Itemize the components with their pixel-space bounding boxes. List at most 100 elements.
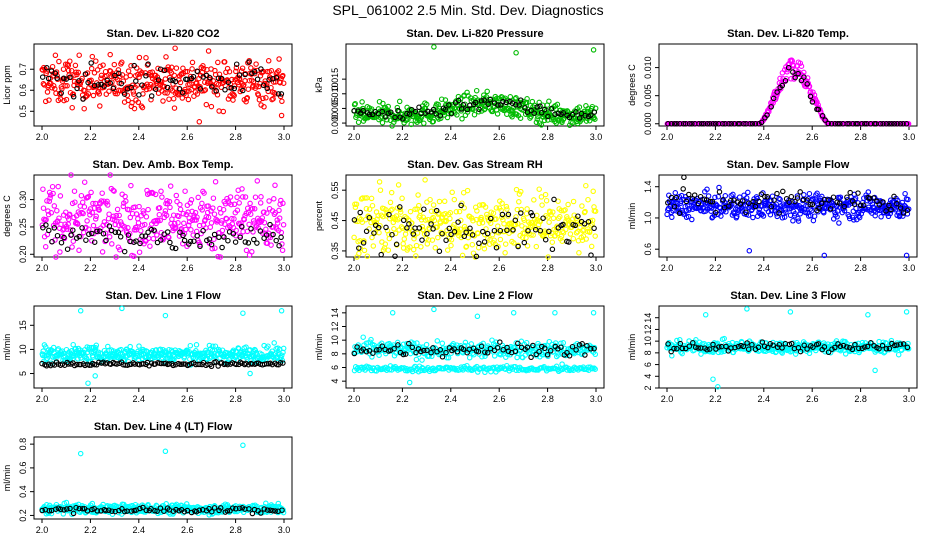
- data-point: [497, 227, 504, 234]
- data-point: [782, 77, 789, 84]
- x-tick-label: 2.6: [806, 394, 819, 404]
- data-point: [363, 205, 370, 212]
- data-point: [40, 348, 46, 354]
- data-point: [454, 112, 460, 118]
- data-point: [897, 212, 903, 219]
- data-point: [187, 200, 194, 206]
- data-point: [81, 204, 88, 210]
- data-point: [366, 111, 373, 118]
- data-point: [814, 190, 820, 197]
- data-point: [567, 231, 574, 237]
- data-point: [280, 80, 287, 86]
- data-point: [837, 121, 843, 127]
- data-point: [55, 183, 61, 190]
- data-point: [510, 227, 516, 233]
- data-point: [457, 226, 463, 232]
- data-point: [534, 116, 541, 122]
- data-point: [155, 65, 161, 72]
- data-point: [469, 232, 476, 238]
- y-axis-label: ml/min: [2, 465, 12, 492]
- data-point: [395, 182, 402, 188]
- data-point: [266, 198, 272, 204]
- data-point: [521, 239, 528, 246]
- data-point: [137, 240, 143, 247]
- data-point: [170, 95, 177, 102]
- data-point: [46, 97, 52, 103]
- data-point: [259, 215, 266, 221]
- data-point: [270, 76, 276, 82]
- data-point: [872, 367, 878, 374]
- data-point: [217, 254, 224, 260]
- data-point: [102, 238, 108, 245]
- data-point: [421, 120, 427, 127]
- data-point: [139, 233, 145, 239]
- data-point: [249, 205, 256, 212]
- data-point: [413, 253, 419, 259]
- x-tick-label: 2.2: [396, 263, 409, 273]
- data-point: [819, 113, 826, 119]
- data-point: [257, 228, 264, 234]
- data-point: [849, 214, 856, 221]
- data-point: [253, 61, 259, 67]
- data-point: [458, 202, 464, 209]
- data-point: [222, 87, 228, 93]
- data-point: [552, 310, 558, 316]
- data-point: [541, 117, 548, 124]
- data-point: [240, 87, 246, 94]
- x-tick-label: 2.4: [445, 394, 458, 404]
- data-point: [536, 99, 542, 106]
- data-point: [431, 44, 437, 50]
- data-point: [103, 91, 110, 97]
- data-point: [764, 194, 771, 200]
- data-point: [220, 108, 227, 115]
- data-point: [161, 83, 168, 90]
- data-point: [74, 221, 81, 227]
- data-point: [832, 209, 838, 216]
- data-point: [95, 88, 102, 95]
- data-point: [64, 226, 70, 232]
- data-point: [179, 89, 186, 96]
- data-point: [572, 222, 578, 229]
- data-point: [142, 221, 148, 228]
- data-point: [816, 205, 822, 212]
- x-tick-label: 3.0: [903, 263, 916, 273]
- data-point: [97, 103, 103, 109]
- x-tick-label: 2.2: [84, 263, 97, 273]
- data-point: [867, 121, 874, 127]
- data-point: [133, 227, 139, 233]
- data-point: [441, 198, 448, 205]
- data-point: [261, 104, 267, 110]
- plot-frame: [345, 174, 605, 258]
- data-point: [54, 218, 61, 224]
- data-point: [698, 121, 705, 127]
- y-tick-label: 0.55: [330, 181, 340, 199]
- data-point: [40, 205, 47, 211]
- data-point: [575, 213, 581, 219]
- data-point: [130, 89, 137, 95]
- data-point: [121, 248, 128, 255]
- data-point: [493, 205, 500, 211]
- data-point: [404, 110, 410, 117]
- plot-frame: [33, 305, 293, 389]
- data-point: [186, 81, 193, 88]
- data-point: [392, 253, 398, 259]
- data-point: [205, 214, 212, 221]
- y-tick-label: 12: [643, 324, 653, 334]
- data-point: [191, 238, 197, 244]
- data-point: [891, 121, 898, 127]
- data-point: [140, 208, 146, 214]
- data-point: [377, 187, 384, 193]
- data-point: [531, 197, 537, 203]
- data-point: [162, 208, 169, 214]
- data-point: [371, 230, 377, 236]
- data-point: [67, 227, 74, 233]
- data-point: [422, 177, 428, 183]
- data-point: [227, 194, 234, 200]
- data-point: [493, 216, 499, 222]
- data-point: [396, 98, 403, 105]
- data-point: [851, 201, 858, 207]
- data-point: [495, 223, 501, 229]
- data-point: [80, 229, 87, 236]
- data-point: [878, 214, 884, 220]
- data-point: [720, 197, 726, 203]
